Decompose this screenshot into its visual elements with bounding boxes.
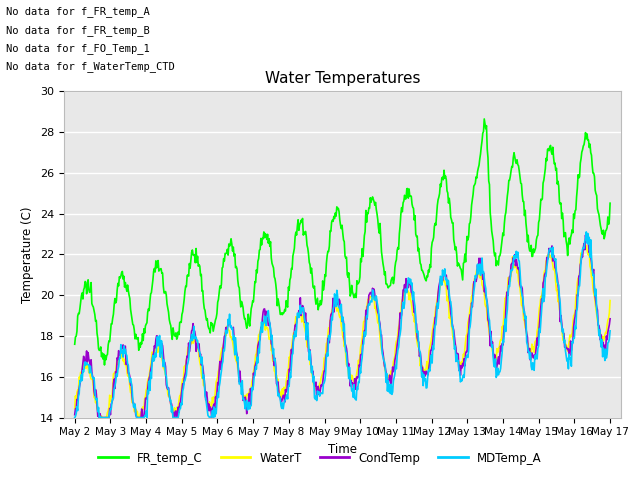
Text: No data for f_WaterTemp_CTD: No data for f_WaterTemp_CTD [6,61,175,72]
Title: Water Temperatures: Water Temperatures [265,71,420,86]
Y-axis label: Temperature (C): Temperature (C) [22,206,35,303]
Text: No data for f_FR_temp_B: No data for f_FR_temp_B [6,24,150,36]
X-axis label: Time: Time [328,443,357,456]
Text: No data for f_FO_Temp_1: No data for f_FO_Temp_1 [6,43,150,54]
Text: No data for f_FR_temp_A: No data for f_FR_temp_A [6,6,150,17]
Legend: FR_temp_C, WaterT, CondTemp, MDTemp_A: FR_temp_C, WaterT, CondTemp, MDTemp_A [93,447,547,469]
